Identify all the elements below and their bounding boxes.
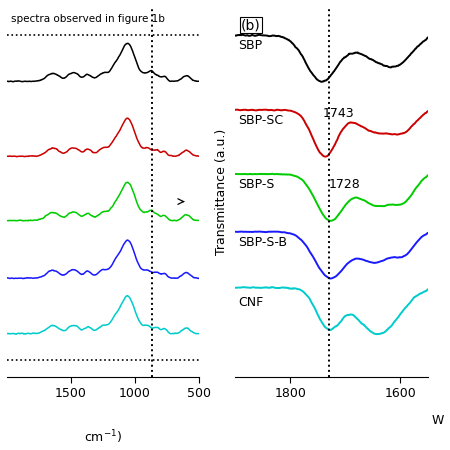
Text: SBP-S: SBP-S <box>238 178 274 191</box>
Text: 1728: 1728 <box>328 178 360 191</box>
Text: CNF: CNF <box>238 296 263 309</box>
Text: SBP-SC: SBP-SC <box>238 114 283 127</box>
Text: SBP-S-B: SBP-S-B <box>238 236 287 248</box>
Text: W: W <box>432 414 444 427</box>
Text: 1743: 1743 <box>323 107 354 120</box>
Text: spectra observed in figure 1b: spectra observed in figure 1b <box>11 14 165 24</box>
Text: (b): (b) <box>241 18 261 32</box>
Text: cm$^{-1}$): cm$^{-1}$) <box>84 429 122 446</box>
Y-axis label: Transmittance (a.u.): Transmittance (a.u.) <box>216 129 228 255</box>
Text: SBP: SBP <box>238 39 262 52</box>
